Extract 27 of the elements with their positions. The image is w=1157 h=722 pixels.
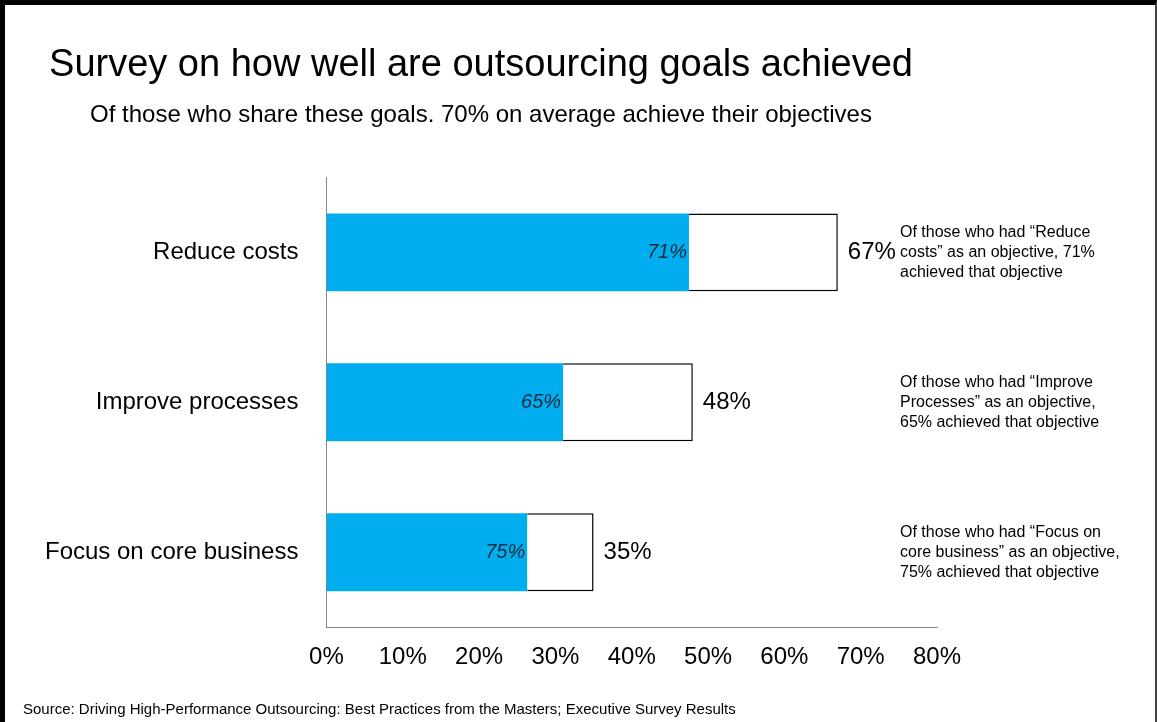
bar [326, 513, 528, 592]
chart-title: Survey on how well are outsourcing goals achieved [49, 42, 913, 85]
x-tick-label: 0% [309, 642, 344, 670]
total-label: 35% [603, 536, 652, 564]
total-label: 67% [847, 236, 896, 264]
y-tick-label: Focus on core business [45, 536, 299, 564]
x-tick-label: 80% [912, 642, 962, 670]
source-note: Source: Driving High-Performance Outsourcing: Best Practices from the Masters; Executive Survey Results [23, 700, 736, 717]
annotation: Of those who had “Improve Processes” as an objective, 65% achieved that objective [900, 372, 1100, 430]
x-tick-label: 10% [378, 642, 427, 670]
total-label: 48% [702, 386, 751, 414]
x-tick-label: 70% [836, 642, 885, 670]
x-tick-label: 60% [760, 642, 809, 670]
y-tick-label: Improve processes [95, 386, 299, 414]
annotation: 65% [521, 389, 562, 412]
annotation: 71% [646, 239, 687, 262]
y-tick-label: Reduce costs [153, 236, 299, 264]
x-tick-label: 40% [607, 642, 656, 670]
bar [326, 363, 564, 442]
annotation: Of those who had “Focus on core business” as an objective, 75% achieved that objective [900, 522, 1120, 580]
annotation: Of those who had “Reduce costs” as an objective, 71% achieved that objective [900, 222, 1095, 280]
annotation: 75% [485, 539, 526, 562]
bar [326, 213, 689, 292]
chart-subtitle: Of those who share these goals. 70% on average achieve their objectives [90, 99, 872, 127]
x-tick-label: 30% [531, 642, 580, 670]
x-tick-label: 50% [684, 642, 733, 670]
x-tick-label: 20% [455, 642, 504, 670]
